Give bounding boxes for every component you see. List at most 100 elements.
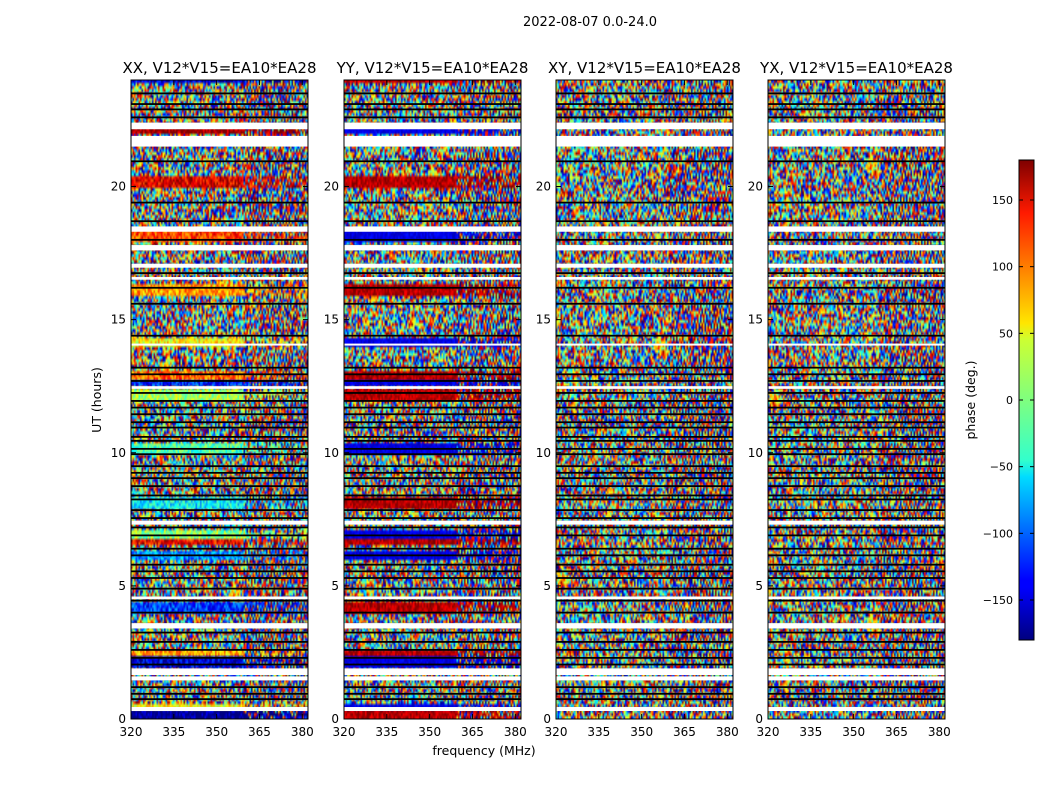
flag-line: [556, 406, 733, 409]
gap-band: [768, 135, 945, 147]
flag-line: [556, 400, 733, 402]
flag-line: [344, 272, 521, 275]
flag-line: [768, 453, 945, 456]
flag-line: [556, 485, 733, 488]
flag-line: [131, 692, 308, 695]
flag-line: [768, 509, 945, 511]
flag-line: [768, 272, 945, 275]
flag-line: [344, 302, 521, 305]
gap-band: [344, 676, 521, 681]
flag-line: [768, 439, 945, 442]
flag-line: [768, 577, 945, 579]
gap-band: [556, 676, 733, 681]
gap-band: [768, 277, 945, 280]
gap-band: [344, 520, 521, 525]
gap-band: [344, 277, 521, 280]
flag-line: [131, 373, 308, 376]
gap-band: [768, 245, 945, 251]
gap-band: [556, 277, 733, 280]
flag-line: [344, 686, 521, 689]
y-tick-label: 10: [324, 446, 339, 460]
flag-line: [768, 587, 945, 590]
flag-line: [556, 554, 733, 557]
flag-line: [131, 577, 308, 579]
gap-band: [556, 135, 733, 147]
flag-line: [768, 302, 945, 305]
flag-line: [768, 400, 945, 402]
flag-line: [344, 238, 521, 241]
colorbar-tick-label: 50: [999, 327, 1013, 340]
figure-suptitle: 2022-08-07 0.0-24.0: [523, 15, 657, 30]
flag-line: [131, 439, 308, 442]
x-tick-label: 350: [418, 725, 441, 739]
y-tick-label: 20: [324, 180, 339, 194]
flag-line: [556, 439, 733, 442]
flag-line: [768, 692, 945, 695]
flag-line: [768, 631, 945, 634]
gap-band: [131, 226, 308, 232]
panel-frame: [767, 79, 946, 720]
flag-line: [131, 494, 308, 497]
flag-line: [768, 485, 945, 488]
flag-line: [131, 447, 308, 450]
flag-line: [768, 366, 945, 369]
flag-line: [556, 526, 733, 529]
y-axis-label: UT (hours): [89, 367, 104, 433]
gap-band: [768, 623, 945, 629]
flag-line: [344, 435, 521, 438]
y-tick-label: 15: [324, 313, 339, 327]
flag-line: [768, 554, 945, 557]
gap-band: [344, 668, 521, 676]
flag-line: [131, 272, 308, 275]
x-tick-label: 335: [799, 725, 822, 739]
flag-line: [131, 116, 308, 119]
gap-band: [768, 676, 945, 681]
flag-line: [768, 373, 945, 376]
flag-line: [556, 108, 733, 111]
flag-line: [344, 334, 521, 337]
flag-line: [556, 640, 733, 643]
flag-line: [556, 272, 733, 275]
panel-frame: [555, 79, 734, 720]
flag-line: [768, 526, 945, 529]
flag-line: [768, 108, 945, 111]
flag-line: [556, 453, 733, 456]
gap-band: [344, 122, 521, 130]
x-tick-label: 350: [630, 725, 653, 739]
gap-band: [131, 122, 308, 130]
panel-title: XX, V12*V15=EA10*EA28: [122, 59, 316, 77]
panel-title: YX, V12*V15=EA10*EA28: [759, 59, 953, 77]
x-tick-label: 380: [291, 725, 314, 739]
gap-band: [768, 386, 945, 389]
flag-line: [768, 547, 945, 550]
x-tick-label: 350: [205, 725, 228, 739]
gap-band: [768, 343, 945, 346]
flag-line: [344, 426, 521, 429]
flag-line: [768, 648, 945, 651]
gap-band: [131, 707, 308, 712]
flag-line: [131, 554, 308, 557]
gap-band: [131, 245, 308, 251]
flag-line: [768, 421, 945, 424]
colorbar-tick-label: 0: [1006, 394, 1013, 407]
flag-line: [131, 663, 308, 666]
flag-line: [344, 366, 521, 369]
flag-line: [768, 599, 945, 602]
y-tick-label: 0: [331, 712, 339, 726]
x-tick-label: 365: [673, 725, 696, 739]
flag-line: [768, 477, 945, 480]
gap-band: [131, 623, 308, 629]
gap-band: [131, 135, 308, 147]
gap-band: [768, 668, 945, 676]
flag-line: [344, 498, 521, 501]
flag-line: [768, 498, 945, 501]
panel-title: XY, V12*V15=EA10*EA28: [548, 59, 741, 77]
flag-line: [131, 380, 308, 382]
flag-line: [768, 663, 945, 666]
flag-line: [556, 435, 733, 438]
flag-line: [344, 439, 521, 442]
flag-line: [344, 587, 521, 590]
x-tick-label: 365: [461, 725, 484, 739]
gap-band: [344, 226, 521, 232]
flag-line: [556, 421, 733, 424]
